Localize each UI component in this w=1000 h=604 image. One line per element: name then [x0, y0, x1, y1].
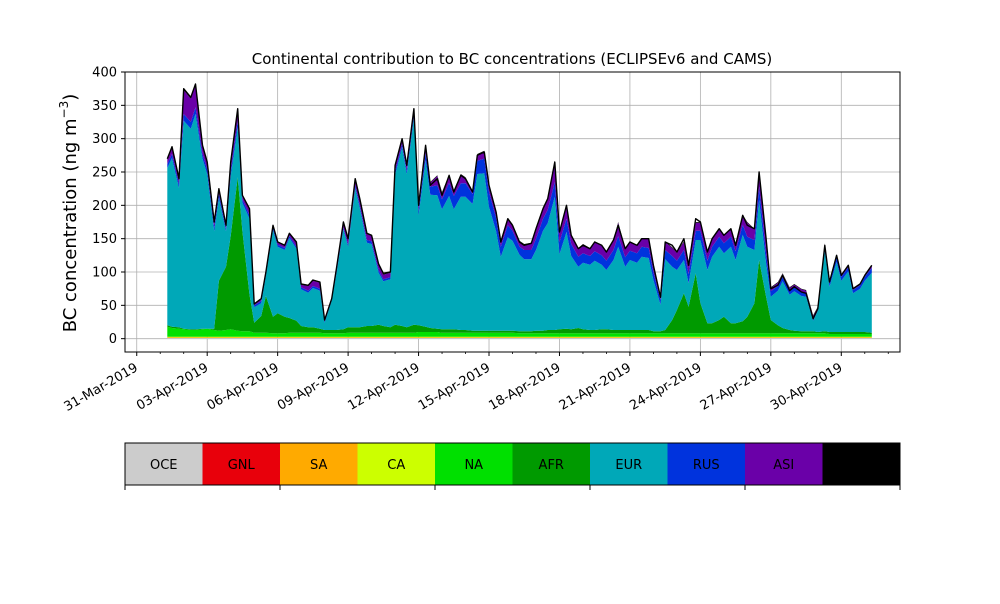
y-tick-label: 350: [92, 99, 117, 114]
area-series-afr: [167, 177, 872, 334]
area-series-sa: [167, 337, 872, 338]
legend-swatch-oce: [125, 443, 203, 485]
legend-label-gnl: GNL: [228, 458, 256, 473]
legend-swatch-rus: [667, 443, 745, 485]
x-tick-label: 06-Apr-2019: [205, 360, 282, 413]
y-axis-label-exponent: −3: [57, 101, 71, 119]
x-tick-label: 24-Apr-2019: [627, 360, 704, 413]
legend-label-oce: OCE: [150, 458, 178, 473]
x-tick-label: 03-Apr-2019: [134, 360, 211, 413]
legend-label-aus: AUS: [848, 458, 875, 473]
y-axis-label-close: ): [60, 94, 81, 101]
legend-label-asi: ASI: [773, 458, 794, 473]
legend-swatch-ca: [357, 443, 435, 485]
legend-swatch-afr: [512, 443, 590, 485]
legend-label-rus: RUS: [693, 458, 720, 473]
legend-label-eur: EUR: [615, 458, 642, 473]
legend-swatch-aus: [822, 443, 900, 485]
x-tick-label: 18-Apr-2019: [486, 360, 563, 413]
y-axis-label-main: BC concentration (ng m: [60, 118, 81, 332]
x-tick-label: 30-Apr-2019: [768, 360, 845, 413]
legend-colorbar: OCE GNL SA CA NA AFR EUR RUS ASI AUS: [124, 442, 901, 490]
legend-swatch-asi: [745, 443, 823, 485]
y-tick-label: 200: [92, 199, 117, 214]
legend-label-ca: CA: [387, 458, 405, 473]
y-tick-label: 300: [92, 132, 117, 147]
legend-swatch-eur: [590, 443, 668, 485]
chart-title: Continental contribution to BC concentra…: [252, 50, 773, 68]
legend-label-na: NA: [464, 458, 483, 473]
y-tick-label: 100: [92, 266, 117, 281]
total-line: [166, 83, 873, 321]
x-tick-label: 12-Apr-2019: [345, 360, 422, 413]
area-series-oce: [167, 338, 872, 339]
x-tick-label: 27-Apr-2019: [698, 360, 775, 413]
y-axis-label: BC concentration (ng m−3): [57, 94, 81, 333]
y-tick-label: 50: [100, 299, 117, 314]
x-tick-label: 15-Apr-2019: [416, 360, 493, 413]
legend-swatch-sa: [280, 443, 358, 485]
y-tick-label: 400: [92, 66, 117, 81]
legend-label-afr: AFR: [539, 458, 564, 473]
x-tick-label: 21-Apr-2019: [557, 360, 634, 413]
legend-frame: [124, 442, 901, 486]
y-tick-label: 150: [92, 232, 117, 247]
x-tick-label: 31-Mar-2019: [62, 360, 141, 414]
y-tick-label: 250: [92, 166, 117, 181]
y-tick-label: 0: [109, 332, 117, 347]
legend-swatch-gnl: [202, 443, 280, 485]
area-series-ca: [167, 336, 872, 338]
x-tick-label: 09-Apr-2019: [275, 360, 352, 413]
legend-label-sa: SA: [310, 458, 327, 473]
area-series-na: [167, 326, 872, 337]
area-series-eur: [167, 114, 872, 333]
stacked-area-layer: [166, 83, 873, 339]
legend-swatch-na: [435, 443, 513, 485]
